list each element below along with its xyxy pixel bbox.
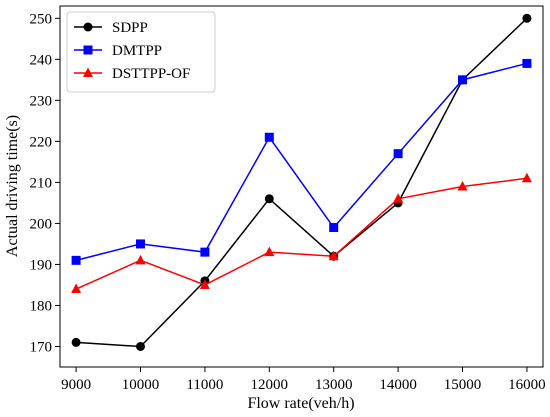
- y-tick-label: 210: [30, 175, 53, 191]
- x-axis-label: Flow rate(veh/h): [247, 395, 354, 412]
- plot-frame: [59, 5, 544, 368]
- data-point: [71, 255, 81, 265]
- data-point: [393, 149, 403, 159]
- x-tick-label: 12000: [251, 377, 289, 393]
- y-tick-label: 220: [30, 134, 53, 150]
- y-tick-label: 240: [30, 52, 53, 68]
- x-tick-label: 16000: [508, 377, 546, 393]
- series-dmtpp: [71, 58, 532, 265]
- x-tick-label: 10000: [122, 377, 160, 393]
- y-axis-label: Actual driving time(s): [4, 115, 21, 257]
- x-tick-label: 9000: [61, 377, 91, 393]
- series-line: [75, 62, 528, 262]
- y-tick-label: 200: [30, 216, 53, 232]
- legend: SDPP DMTPP DSTTPP-OF: [66, 11, 216, 93]
- y-tick-label: 190: [30, 257, 53, 273]
- data-point: [457, 181, 468, 191]
- data-point: [522, 13, 532, 23]
- data-point: [264, 132, 274, 142]
- legend-marker: [83, 22, 93, 32]
- x-axis: 9000 10000 11000 12000 13000 14000 15000 16000: [61, 367, 546, 393]
- legend-box: [66, 11, 216, 93]
- series-line: [76, 17, 528, 348]
- y-tick-label: 250: [30, 11, 53, 27]
- data-point: [71, 283, 82, 294]
- data-point: [522, 58, 532, 68]
- x-tick-label: 15000: [444, 377, 482, 393]
- data-point: [200, 247, 210, 257]
- legend-label: SDPP: [112, 20, 148, 36]
- legend-label: DMTPP: [112, 43, 162, 59]
- data-point: [136, 239, 145, 249]
- data-point: [393, 193, 404, 203]
- y-tick-label: 170: [30, 339, 53, 355]
- legend-marker: [83, 67, 93, 77]
- data-point: [71, 337, 81, 347]
- data-point: [328, 250, 339, 261]
- legend-entries: SDPP DMTPP DSTTPP-OF: [74, 20, 190, 82]
- y-axis: 170 180 190 200 210 220 230 240 250: [30, 11, 60, 355]
- x-tick-label: 14000: [379, 377, 417, 393]
- y-tick-label: 230: [30, 93, 53, 109]
- data-point: [521, 172, 532, 183]
- legend-label: DSTTPP-OF: [112, 66, 190, 82]
- data-point: [264, 194, 274, 204]
- series-layer: [71, 13, 532, 351]
- data-point: [329, 223, 339, 233]
- data-point: [264, 246, 275, 257]
- series-line: [75, 177, 527, 290]
- data-point: [135, 254, 146, 265]
- x-tick-label: 13000: [315, 377, 353, 393]
- series-dsttpp-of: [71, 172, 532, 294]
- legend-marker: [83, 45, 93, 55]
- data-point: [136, 341, 145, 351]
- data-point: [199, 279, 210, 289]
- plot-area: [59, 5, 544, 368]
- y-tick-label: 180: [30, 298, 53, 314]
- x-tick-label: 11000: [186, 377, 223, 393]
- data-point: [458, 75, 467, 85]
